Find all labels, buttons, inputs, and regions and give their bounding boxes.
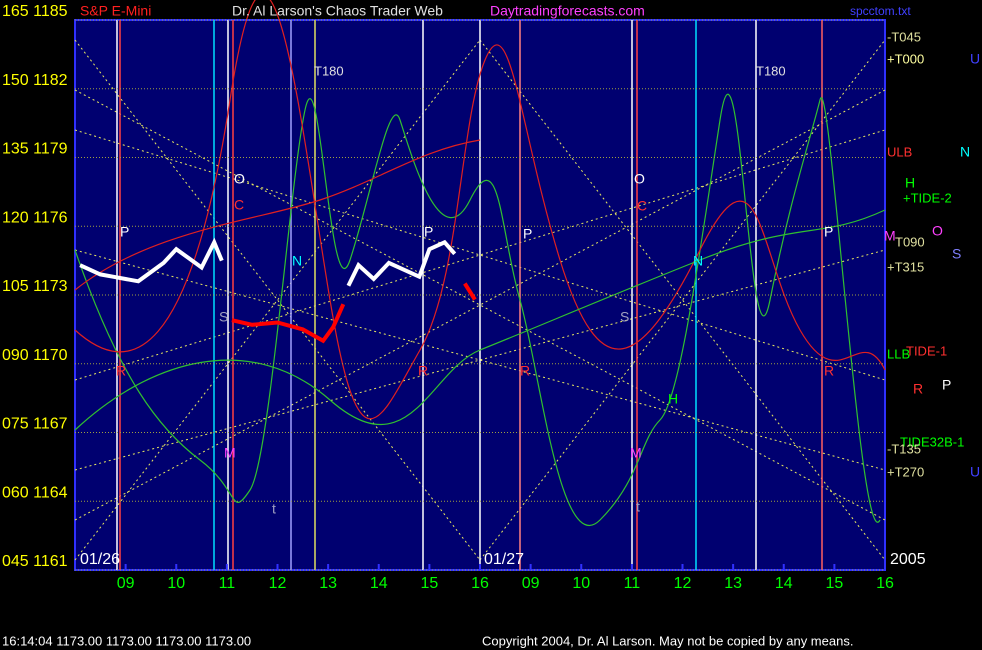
annotation: N <box>693 253 703 269</box>
y-tick-label: 165 1185 <box>2 3 68 20</box>
annotation: R <box>913 381 923 397</box>
annotation: TIDE-1 <box>906 343 947 358</box>
annotation: Copyright 2004, Dr. Al Larson. May not b… <box>482 633 853 648</box>
annotation: C <box>637 198 647 214</box>
tide-curve <box>74 0 886 420</box>
annotation: P <box>824 224 833 240</box>
annotation: T180 <box>314 63 344 78</box>
x-tick-label: 12 <box>269 575 287 592</box>
x-tick-label: 11 <box>624 575 641 592</box>
y-tick-label: 045 1161 <box>2 553 68 570</box>
annotation: ULB <box>887 144 912 159</box>
annotation: S <box>219 309 228 325</box>
annotation: R <box>824 363 834 379</box>
annotation: M <box>884 228 896 244</box>
tide-curve <box>74 209 886 431</box>
y-tick-label: 120 1176 <box>2 209 68 226</box>
x-tick-label: 15 <box>825 575 843 592</box>
annotation: N <box>960 144 970 160</box>
annotation: P <box>942 377 951 393</box>
annotation: M <box>630 445 642 461</box>
annotation: R <box>520 363 530 379</box>
annotation: T090 <box>895 234 925 249</box>
x-tick-label: 10 <box>572 575 590 592</box>
annotation: 01/26 <box>80 551 120 568</box>
y-tick-label: 060 1164 <box>2 484 68 501</box>
annotation: P <box>523 226 532 242</box>
annotation: C <box>234 197 244 213</box>
diagonal <box>74 129 886 381</box>
annotation: t <box>272 501 276 517</box>
x-tick-label: 15 <box>420 575 438 592</box>
x-tick-label: 13 <box>319 575 337 592</box>
annotation: spcctom.txt <box>850 4 911 18</box>
annotation: O <box>234 171 245 187</box>
annotation: O <box>634 171 645 187</box>
x-tick-label: 09 <box>117 575 135 592</box>
annotation: S&P E-Mini <box>80 3 151 19</box>
y-tick-label: 150 1182 <box>2 72 68 89</box>
annotation: R <box>116 363 126 379</box>
y-tick-label: 090 1170 <box>2 347 68 364</box>
annotation: R <box>418 363 428 379</box>
annotation: U <box>970 51 980 67</box>
x-tick-label: 10 <box>167 575 185 592</box>
x-tick-label: 12 <box>674 575 692 592</box>
diagonal <box>74 129 886 381</box>
annotation: +T315 <box>887 259 924 274</box>
annotation: LLB <box>887 346 910 361</box>
price-line <box>231 282 477 344</box>
annotation: -T135 <box>887 441 921 456</box>
x-tick-label: 16 <box>471 575 489 592</box>
annotation: Dr. Al Larson's Chaos Trader Web <box>232 3 443 19</box>
diagonal-lines <box>74 39 886 561</box>
annotation: +T000 <box>887 51 924 66</box>
annotation: T180 <box>756 63 786 78</box>
x-tick-label: 16 <box>876 575 894 592</box>
annotation: H <box>905 175 915 191</box>
x-tick-label: 14 <box>775 575 793 592</box>
annotation: 2005 <box>890 551 926 568</box>
annotation: +T270 <box>887 464 924 479</box>
x-tick-label: 11 <box>219 575 236 592</box>
x-tick-label: 09 <box>522 575 540 592</box>
y-tick-label: 105 1173 <box>2 278 68 295</box>
annotation: t <box>636 499 640 515</box>
annotation: 16:14:04 1173.00 1173.00 1173.00 1173.00 <box>2 633 251 648</box>
annotation: TIDE32B-1 <box>900 434 964 449</box>
annotation: P <box>424 224 433 240</box>
annotation: S <box>952 246 961 262</box>
annotation: N <box>292 253 302 269</box>
annotation: U <box>970 464 980 480</box>
annotation: -T045 <box>887 29 921 44</box>
annotation: M <box>224 445 236 461</box>
x-tick-label: 13 <box>724 575 742 592</box>
annotation: H <box>668 391 678 407</box>
annotation: +TIDE-2 <box>903 190 952 205</box>
tide-curve <box>74 139 481 291</box>
price-line <box>79 237 457 287</box>
tide-curve <box>74 93 881 526</box>
annotation: P <box>120 224 129 240</box>
annotation: 01/27 <box>484 551 524 568</box>
y-tick-label: 135 1179 <box>2 141 68 158</box>
x-tick-label: 14 <box>370 575 388 592</box>
annotation: S <box>620 309 629 325</box>
annotation: O <box>932 223 943 239</box>
annotation: Daytradingforecasts.com <box>490 3 645 19</box>
y-tick-label: 075 1167 <box>2 416 68 433</box>
